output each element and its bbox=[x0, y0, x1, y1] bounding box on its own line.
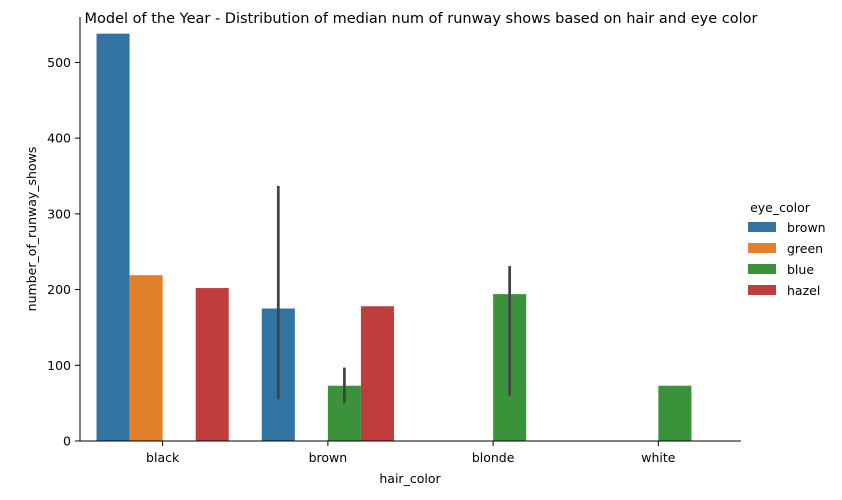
x-tick-label: black bbox=[146, 450, 180, 465]
bar-green-black bbox=[129, 275, 163, 441]
legend: eye_color brown green blue hazel bbox=[748, 200, 826, 298]
y-tick-label: 300 bbox=[47, 206, 71, 221]
bars bbox=[96, 33, 692, 442]
y-tick-label: 500 bbox=[47, 55, 71, 70]
legend-label-blue: blue bbox=[787, 262, 814, 277]
bar-hazel-brown bbox=[360, 306, 394, 441]
y-axis: 0 100 200 300 400 500 bbox=[47, 55, 80, 449]
legend-label-hazel: hazel bbox=[787, 283, 820, 298]
y-tick-label: 100 bbox=[47, 358, 71, 373]
bar-hazel-black bbox=[195, 288, 229, 441]
legend-label-brown: brown bbox=[787, 220, 826, 235]
legend-swatch-blue bbox=[748, 264, 776, 274]
y-tick-label: 200 bbox=[47, 282, 71, 297]
chart-title: Model of the Year - Distribution of medi… bbox=[85, 11, 758, 27]
x-axis: black brown blonde white bbox=[146, 441, 676, 465]
bar-brown-black bbox=[96, 33, 130, 442]
legend-swatch-green bbox=[748, 243, 776, 253]
x-axis-label: hair_color bbox=[379, 471, 441, 486]
bar-blue-white bbox=[658, 385, 692, 441]
legend-title: eye_color bbox=[750, 200, 811, 215]
error-bars bbox=[276, 185, 511, 404]
legend-swatch-brown bbox=[748, 222, 776, 232]
x-tick-label: blonde bbox=[472, 450, 515, 465]
y-tick-label: 0 bbox=[63, 434, 71, 449]
y-tick-label: 400 bbox=[47, 131, 71, 146]
x-tick-label: white bbox=[641, 450, 676, 465]
x-tick-label: brown bbox=[309, 450, 348, 465]
legend-swatch-hazel bbox=[748, 285, 776, 295]
legend-label-green: green bbox=[787, 241, 823, 256]
y-axis-label: number_of_runway_shows bbox=[24, 147, 39, 312]
